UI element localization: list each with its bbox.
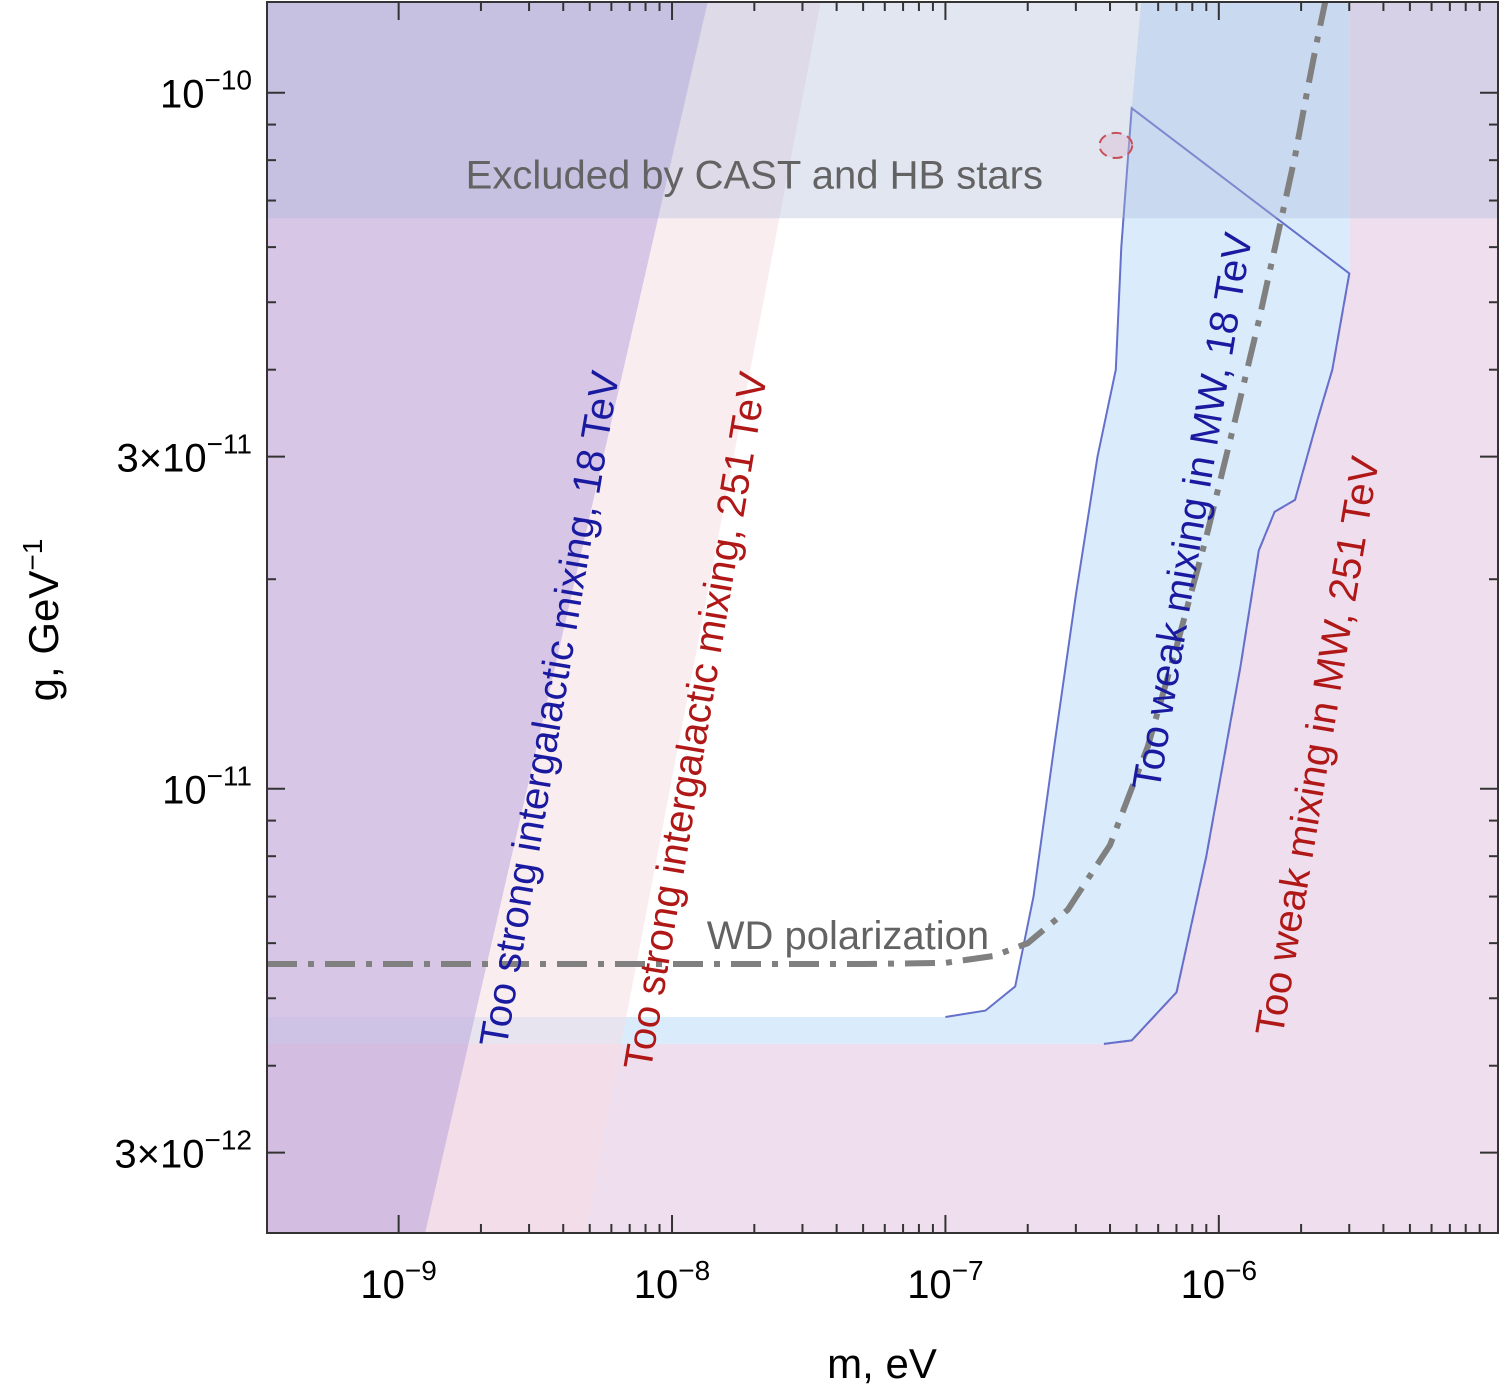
y-tick-label: 10−11: [162, 761, 252, 813]
y-tick-label: 3×10−12: [114, 1125, 252, 1177]
plot-frame: [266, 1, 1499, 1234]
region-excluded-by-cast-and-hb-stars: [267, 2, 1498, 219]
tick-labels: 10−9 10−8 10−7 10−6 10−10 3×10−11 10−11 3×10−12: [114, 65, 1257, 1307]
region-too-strong-intergalactic-mixing-18-tev: [267, 2, 708, 1233]
y-axis-title: g, GeV−1: [17, 539, 67, 702]
y-tick-label: 10−10: [160, 65, 252, 117]
regions-layer: [267, 2, 1498, 1233]
x-axis-title: m, eV: [827, 1340, 937, 1387]
curve-wd-polarization: [267, 2, 1329, 967]
x-tick-label: 10−6: [1181, 1255, 1257, 1307]
label-cast-hb: Excluded by CAST and HB stars: [466, 153, 1043, 197]
curves-layer: [267, 2, 1329, 967]
axis-ticks: [267, 2, 1498, 1233]
cast-contour-ellipse: [1098, 131, 1134, 159]
label-wd: WD polarization: [707, 914, 989, 958]
y-tick-label: 3×10−11: [116, 429, 252, 481]
boundary-too-weak-mixing-in-mw-18-tev: [945, 106, 1351, 1045]
region-too-weak-mixing-in-mw-18-tev: [267, 2, 1350, 1044]
x-tick-label: 10−7: [907, 1255, 983, 1307]
x-tick-label: 10−8: [634, 1255, 710, 1307]
x-tick-label: 10−9: [360, 1255, 436, 1307]
